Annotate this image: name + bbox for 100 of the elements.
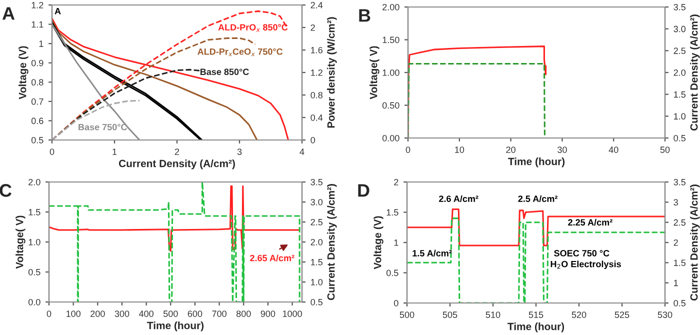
y2-tick-label: 3.0 <box>674 26 686 32</box>
x-tick-label: 1 <box>112 148 117 155</box>
x-tick-label: 200 <box>90 310 105 317</box>
y2-tick-label: 2 <box>310 24 315 31</box>
x-tick-label: 1000 <box>282 310 302 317</box>
y-tick-label: 1.5 <box>386 209 398 216</box>
y2-tick-label: 0.4 <box>310 114 323 121</box>
x-tick-label: 3 <box>237 148 242 155</box>
y-axis-title: Voltage( V) <box>370 46 380 100</box>
y2-axis-title: Current Density (A/cm²) <box>690 14 700 131</box>
y-tick-label: 1.5 <box>28 209 40 216</box>
y-tick-label: 0.0 <box>28 298 40 306</box>
y2-tick-label: 2.0 <box>674 69 686 76</box>
y2-tick-label: 2.0 <box>310 238 323 246</box>
y-tick-label: 0.5 <box>386 270 398 276</box>
y-tick-label: 0.9 <box>31 60 44 66</box>
x-tick-label: 0 <box>46 310 52 317</box>
annotation: Base 850°C <box>200 68 249 76</box>
y2-tick-label: 1.5 <box>674 91 686 98</box>
y2-tick-label: 1.5 <box>311 259 323 266</box>
x-tick-label: 525 <box>614 312 630 318</box>
y2-tick-label: 2.5 <box>674 219 686 226</box>
y-tick-label: 0.5 <box>28 268 40 276</box>
y2-tick-label: 0.5 <box>674 134 686 142</box>
x-tick-label: 100 <box>66 310 81 317</box>
x-axis-title: Time (hour) <box>508 322 564 332</box>
y2-tick-label: 1.6 <box>311 46 322 54</box>
x-axis-title: Time (hour) <box>147 322 204 332</box>
y-tick-label: 1.2 <box>32 2 44 8</box>
x-tick-label: 520 <box>572 312 586 318</box>
y-axis-title: Voltage (V) <box>18 46 28 100</box>
x-tick-label: 900 <box>260 310 276 317</box>
y-tick-label: 1.0 <box>28 238 40 246</box>
y-tick-label: 0.8 <box>31 79 44 86</box>
y-tick-label: 0.6 <box>31 118 44 124</box>
x-tick-label: 50 <box>660 146 670 153</box>
y2-tick-label: 2.5 <box>674 48 686 54</box>
y2-tick-label: 1.0 <box>311 278 323 286</box>
x-tick-label: 300 <box>114 310 130 317</box>
y2-tick-label: 3.5 <box>674 4 686 10</box>
y-tick-label: 1.1 <box>32 21 44 28</box>
x-tick-label: 800 <box>236 310 251 317</box>
annotation: 1.5 A/cm² <box>412 250 452 257</box>
x-tick-label: 40 <box>608 146 618 153</box>
y-tick-label: 0.7 <box>31 98 44 105</box>
annotation: A <box>54 8 61 14</box>
annotation: 2.65 A/cm² <box>250 254 294 262</box>
y-tick-label: 1.50 <box>382 36 400 44</box>
chart-title: C <box>0 184 12 197</box>
y-tick-label: 1 <box>394 240 398 246</box>
y2-tick-label: 1.0 <box>674 113 686 120</box>
x-tick-label: 4 <box>300 148 304 155</box>
annotation: 2.5 A/cm² <box>518 195 558 202</box>
y-tick-label: 1.00 <box>382 69 400 76</box>
x-tick-label: 30 <box>558 146 567 153</box>
y2-axis-title: Power density (W/cm²) <box>327 17 337 128</box>
y2-axis-title: Current Density (A/cm²) <box>327 184 337 300</box>
x-tick-label: 600 <box>188 310 202 317</box>
x-tick-label: 0 <box>50 148 54 155</box>
y2-tick-label: 0 <box>310 136 315 144</box>
x-tick-label: 2 <box>174 148 180 155</box>
x-tick-label: 10 <box>455 146 464 153</box>
x-tick-label: 530 <box>658 312 672 318</box>
y-tick-label: 0.50 <box>382 102 400 109</box>
annotation: SOEC 750 °C <box>554 250 610 256</box>
y2-tick-label: 1 <box>674 280 678 286</box>
y-tick-label: 1 <box>39 40 44 47</box>
chart-title: B <box>359 9 370 22</box>
y2-tick-label: 2.5 <box>310 218 323 226</box>
y-tick-label: 0.5 <box>31 136 44 144</box>
y2-tick-label: 1.5 <box>674 260 686 266</box>
x-tick-label: 400 <box>138 310 154 317</box>
annotation: ALD-Pr$_{x}$CeO$_{x}$ 750°C <box>198 48 283 56</box>
x-axis-title: Time (hour) <box>508 158 565 168</box>
y-axis-title: Voltage (V) <box>374 216 384 270</box>
chart-title: D <box>358 184 370 197</box>
y2-tick-label: 3.5 <box>674 178 686 186</box>
y-tick-label: 2 <box>394 178 398 186</box>
annotation: 2.25 A/cm² <box>568 218 612 226</box>
y2-tick-label: 0.5 <box>310 298 323 306</box>
x-tick-label: 0 <box>406 146 410 153</box>
x-tick-label: 515 <box>528 312 544 318</box>
x-tick-label: 510 <box>486 312 500 318</box>
x-axis-title: Current Density (A/cm²) <box>118 160 235 170</box>
x-tick-label: 500 <box>163 310 178 317</box>
y-tick-label: 0 <box>394 300 398 306</box>
annotation: 2.6 A/cm² <box>439 195 478 202</box>
annotation: ALD-PrO$_{x}$ 850°C <box>218 24 288 32</box>
y2-tick-label: 3 <box>674 199 678 206</box>
y2-tick-label: 3.0 <box>310 198 323 206</box>
y-tick-label: 2.00 <box>382 4 400 10</box>
annotation: H$_{2}$O Electrolysis <box>550 260 621 270</box>
y2-tick-label: 1.2 <box>311 69 322 76</box>
x-tick-label: 20 <box>506 146 516 153</box>
y2-tick-label: 2 <box>674 239 678 246</box>
y-axis-title: Voltage( V) <box>16 216 26 269</box>
y-tick-label: 2.0 <box>28 178 40 186</box>
y2-tick-label: 3.5 <box>310 178 323 186</box>
y2-tick-label: 0.5 <box>674 300 686 306</box>
y2-tick-label: 0.8 <box>310 92 322 98</box>
